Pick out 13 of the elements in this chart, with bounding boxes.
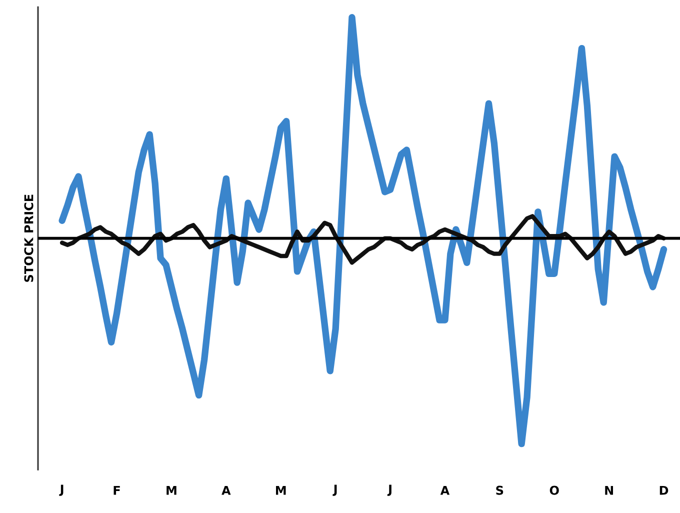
x-tick-label: J [59, 484, 64, 496]
x-tick-label: D [660, 486, 668, 495]
y-axis-title: STOCK PRICE [24, 194, 34, 282]
x-tick-label: M [276, 486, 286, 495]
x-tick-label: J [387, 484, 392, 496]
x-tick-label: O [550, 486, 559, 495]
x-tick-label: A [440, 486, 450, 495]
x-tick-label: N [605, 486, 613, 495]
x-tick-label: J [332, 484, 337, 496]
x-tick-label: M [166, 486, 176, 495]
x-tick-label: S [496, 486, 504, 495]
x-tick-label: F [114, 486, 120, 495]
x-tick-label: A [222, 486, 231, 495]
